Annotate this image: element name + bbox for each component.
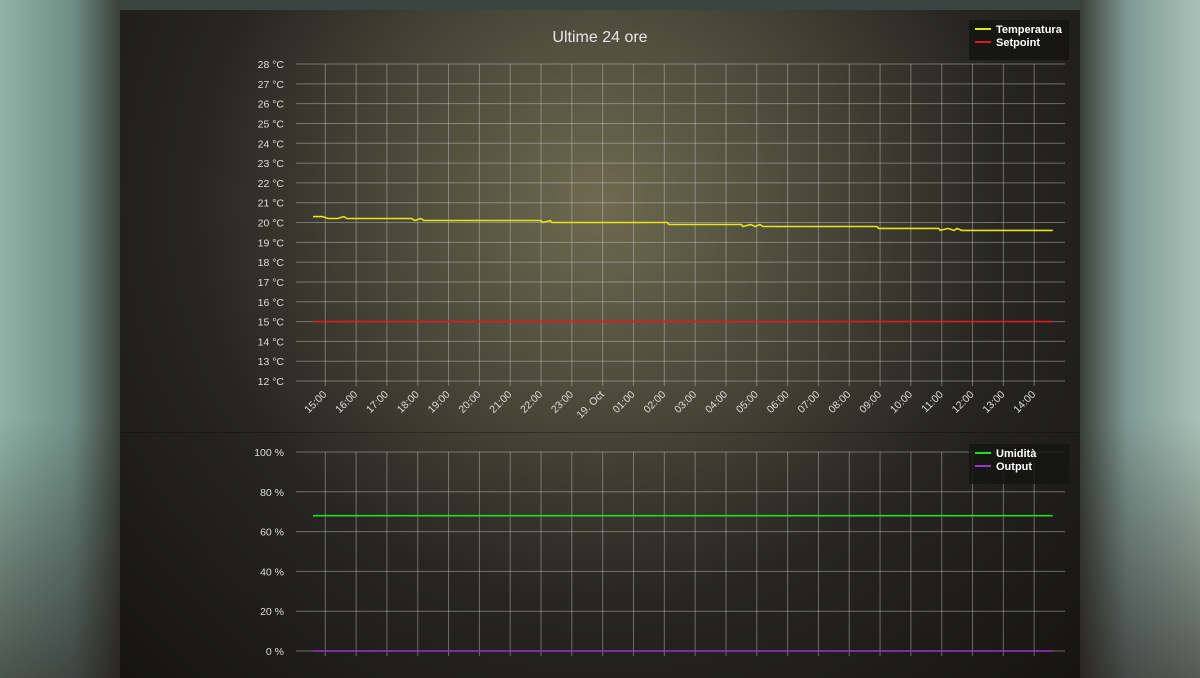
legend-label: Umidità: [996, 448, 1037, 460]
x-tick-label: 10:00: [888, 389, 915, 416]
x-tick-label: 14:00: [1011, 389, 1038, 416]
x-tick-label: 03:00: [672, 389, 699, 416]
chart-divider: [120, 432, 1080, 433]
x-tick-label: 22:00: [518, 389, 545, 416]
legend-box: [969, 444, 1069, 484]
legend-label: Output: [996, 461, 1032, 473]
x-tick-label: 16:00: [333, 389, 360, 416]
x-tick-label: 09:00: [857, 389, 884, 416]
top-bar: [120, 0, 1080, 10]
chart-title: Ultime 24 ore: [552, 29, 647, 46]
x-tick-label: 01:00: [611, 389, 638, 416]
x-tick-label: 19:00: [426, 389, 453, 416]
x-tick-label: 19. Oct: [574, 389, 606, 421]
x-tick-label: 05:00: [734, 389, 761, 416]
y-tick-label: 21 °C: [258, 198, 285, 210]
y-tick-label: 27 °C: [258, 79, 285, 91]
y-tick-label: 40 %: [260, 566, 284, 578]
y-tick-label: 60 %: [260, 527, 284, 539]
y-tick-label: 80 %: [260, 487, 284, 499]
y-tick-label: 15 °C: [258, 317, 285, 329]
x-tick-label: 17:00: [364, 389, 391, 416]
y-tick-label: 28 °C: [258, 59, 285, 71]
x-tick-label: 04:00: [703, 389, 730, 416]
y-tick-label: 20 °C: [258, 218, 285, 230]
y-tick-label: 22 °C: [258, 178, 285, 190]
x-tick-label: 07:00: [795, 389, 822, 416]
y-tick-label: 17 °C: [258, 277, 285, 289]
chart-panel: Ultime 24 ore 12 °C 13 °C 14 °C 15 °C 16 °C 1…: [120, 0, 1080, 678]
series-line-0: [313, 215, 1053, 232]
x-tick-label: 02:00: [641, 389, 668, 416]
x-tick-label: 11:00: [919, 389, 946, 416]
x-tick-label: 23:00: [549, 389, 576, 416]
x-tick-label: 20:00: [456, 389, 483, 416]
x-tick-label: 06:00: [765, 389, 792, 416]
y-tick-label: 24 °C: [258, 138, 285, 150]
y-tick-label: 25 °C: [258, 118, 285, 130]
x-tick-label: 18:00: [395, 389, 422, 416]
x-tick-label: 12:00: [950, 389, 977, 416]
y-tick-label: 0 %: [266, 646, 284, 658]
y-tick-label: 18 °C: [258, 257, 285, 269]
y-tick-label: 12 °C: [258, 376, 285, 388]
legend-label: Temperatura: [996, 24, 1063, 36]
y-tick-label: 100 %: [254, 447, 284, 459]
y-tick-label: 26 °C: [258, 99, 285, 111]
x-tick-label: 08:00: [826, 389, 853, 416]
y-tick-label: 13 °C: [258, 356, 285, 368]
x-tick-label: 21:00: [487, 389, 514, 416]
legend-box: [969, 20, 1069, 60]
y-tick-label: 16 °C: [258, 297, 285, 309]
x-tick-label: 13:00: [980, 389, 1007, 416]
y-tick-label: 19 °C: [258, 237, 285, 249]
y-tick-label: 20 %: [260, 606, 284, 618]
temperature-chart: Ultime 24 ore 12 °C 13 °C 14 °C 15 °C 16 °C 1…: [258, 20, 1069, 421]
y-tick-label: 23 °C: [258, 158, 285, 170]
x-tick-label: 15:00: [302, 389, 329, 416]
y-tick-label: 14 °C: [258, 336, 285, 348]
legend-label: Setpoint: [996, 37, 1040, 49]
